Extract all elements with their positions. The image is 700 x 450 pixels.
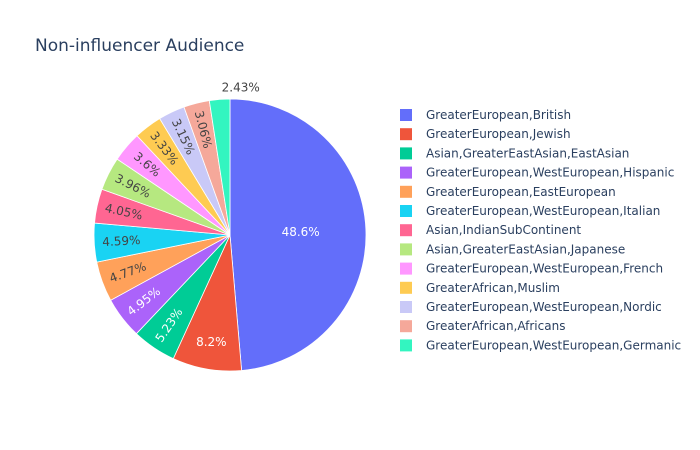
- slice-label-greatereuropean-british: 48.6%: [282, 225, 320, 239]
- pie-slices: [93, 98, 367, 372]
- legend-label: GreaterEuropean,WestEuropean,French: [426, 262, 663, 276]
- legend-item-greaterafrican-africans[interactable]: GreaterAfrican,Africans: [400, 319, 565, 333]
- legend-label: GreaterEuropean,British: [426, 108, 571, 122]
- legend-label: GreaterEuropean,WestEuropean,Nordic: [426, 300, 662, 314]
- legend-swatch: [400, 243, 412, 256]
- pie-slice-greatereuropean-british[interactable]: [229, 98, 367, 371]
- legend-label: Asian,IndianSubContinent: [426, 223, 581, 237]
- legend-swatch: [400, 147, 412, 160]
- legend-label: Asian,GreaterEastAsian,Japanese: [426, 242, 625, 256]
- legend-label: GreaterEuropean,EastEuropean: [426, 185, 616, 199]
- legend-item-greatereuropean-british[interactable]: GreaterEuropean,British: [400, 108, 571, 122]
- legend-item-asian-greatereastasian-japanese[interactable]: Asian,GreaterEastAsian,Japanese: [400, 242, 625, 256]
- legend-swatch: [400, 128, 412, 141]
- legend-swatch: [400, 224, 412, 237]
- legend-item-asian-greatereastasian-eastasian[interactable]: Asian,GreaterEastAsian,EastAsian: [400, 146, 629, 160]
- legend-item-asian-indiansubcontinent[interactable]: Asian,IndianSubContinent: [400, 223, 581, 237]
- pie-slice-greatereuropean-westeuropean-germanic[interactable]: [208, 98, 231, 236]
- legend-swatch: [400, 185, 412, 198]
- legend-swatch: [400, 281, 412, 294]
- slice-label-greatereuropean-westeuropean-germanic: 2.43%: [222, 80, 260, 94]
- legend-swatch: [400, 205, 412, 217]
- legend-item-greatereuropean-westeuropean-germanic[interactable]: GreaterEuropean,WestEuropean,Germanic: [400, 338, 681, 352]
- slice-label-greatereuropean-jewish: 8.2%: [196, 335, 227, 349]
- legend-swatch: [400, 166, 412, 179]
- legend[interactable]: GreaterEuropean,British GreaterEuropean,J…: [400, 108, 681, 352]
- legend-label: GreaterEuropean,WestEuropean,Italian: [426, 204, 660, 218]
- legend-label: GreaterEuropean,WestEuropean,Hispanic: [426, 166, 674, 180]
- legend-label: Asian,GreaterEastAsian,EastAsian: [426, 146, 629, 160]
- legend-label: GreaterAfrican,Muslim: [426, 281, 560, 295]
- legend-label: GreaterAfrican,Africans: [426, 319, 565, 333]
- chart-title: Non-influencer Audience: [35, 36, 244, 56]
- legend-swatch: [400, 109, 412, 121]
- legend-swatch: [400, 301, 412, 313]
- legend-swatch: [400, 262, 412, 275]
- legend-label: GreaterEuropean,Jewish: [426, 127, 571, 141]
- legend-label: GreaterEuropean,WestEuropean,Germanic: [426, 338, 681, 352]
- legend-item-greatereuropean-westeuropean-italian[interactable]: GreaterEuropean,WestEuropean,Italian: [400, 204, 660, 218]
- slice-label-greatereuropean-westeuropean-italian: 4.59%: [102, 233, 141, 249]
- legend-item-greatereuropean-westeuropean-hispanic[interactable]: GreaterEuropean,WestEuropean,Hispanic: [400, 166, 674, 180]
- legend-item-greatereuropean-westeuropean-french[interactable]: GreaterEuropean,WestEuropean,French: [400, 262, 663, 276]
- legend-swatch: [400, 339, 412, 352]
- legend-item-greatereuropean-westeuropean-nordic[interactable]: GreaterEuropean,WestEuropean,Nordic: [400, 300, 662, 314]
- legend-swatch: [400, 320, 412, 333]
- legend-item-greaterafrican-muslim[interactable]: GreaterAfrican,Muslim: [400, 281, 560, 295]
- legend-item-greatereuropean-easteuropean[interactable]: GreaterEuropean,EastEuropean: [400, 185, 616, 199]
- legend-item-greatereuropean-jewish[interactable]: GreaterEuropean,Jewish: [400, 127, 571, 141]
